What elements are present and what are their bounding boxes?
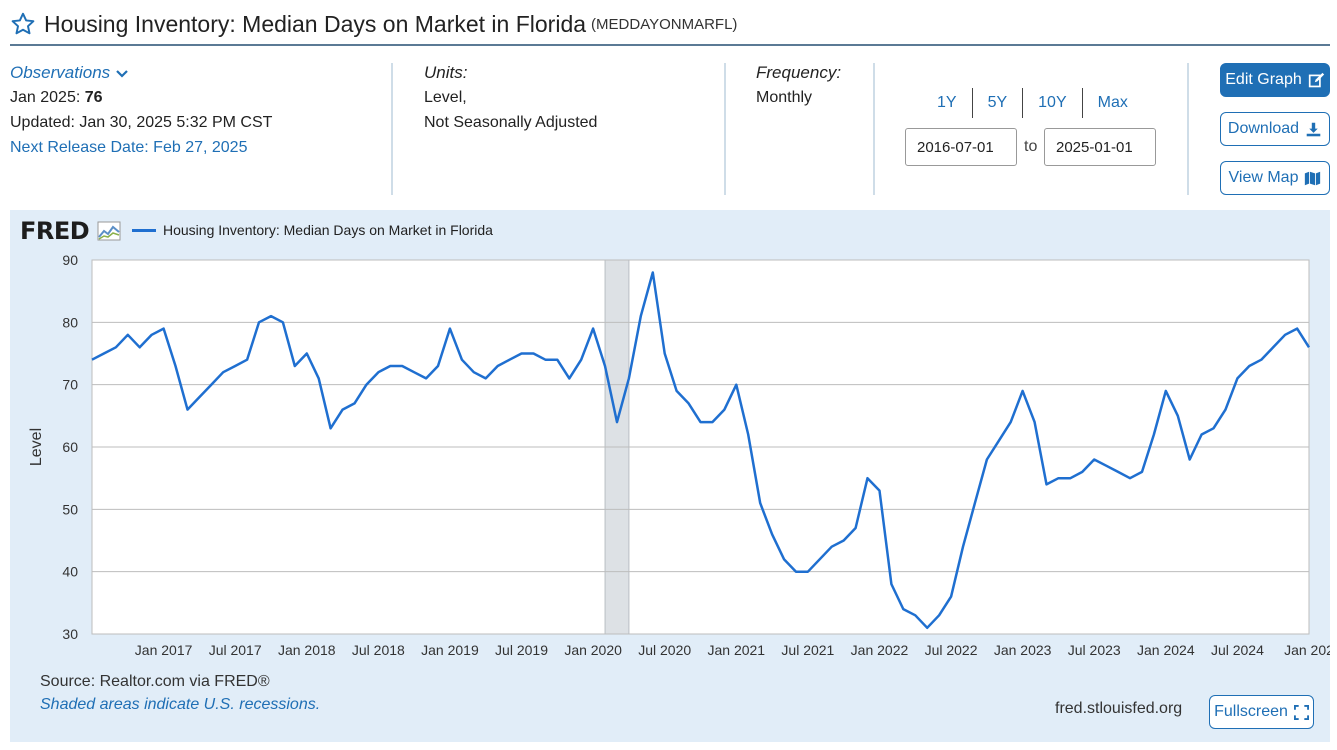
x-tick-label: Jan 2019	[421, 642, 479, 658]
line-chart[interactable]: 30 40 50 60 70 80 90 Jan 2017 Jul 2017 Jan 2018 Ju…	[10, 210, 1330, 670]
latest-value: 76	[84, 89, 103, 106]
x-tick-label: Jan 2018	[278, 642, 336, 658]
x-tick-label: Jan 202	[1284, 642, 1330, 658]
graph-panel: 30 40 50 60 70 80 90 Jan 2017 Jul 2017 Jan 2018 Ju…	[10, 210, 1330, 742]
units-value-2: Not Seasonally Adjusted	[424, 114, 598, 131]
x-tick-label: Jan 2021	[707, 642, 765, 658]
fred-chart-icon	[97, 221, 121, 241]
x-tick-label: Jul 2019	[495, 642, 548, 658]
x-tick-label: Jan 2023	[994, 642, 1052, 658]
range-buttons: 1Y 5Y 10Y Max	[922, 88, 1143, 118]
observations-panel: Observations Jan 2025: 76 Updated: Jan 3…	[10, 60, 272, 160]
page-title: Housing Inventory: Median Days on Market…	[44, 10, 587, 37]
range-max-button[interactable]: Max	[1081, 88, 1143, 118]
latest-date: Jan 2025:	[10, 89, 81, 106]
x-tick-label: Jan 2022	[851, 642, 909, 658]
range-1y-button[interactable]: 1Y	[937, 94, 957, 111]
x-tick-label: Jan 2020	[564, 642, 622, 658]
download-icon	[1306, 122, 1321, 136]
date-range-to: to	[1024, 138, 1038, 155]
fred-logo: FRED	[20, 217, 121, 245]
legend-swatch	[132, 228, 156, 232]
y-tick-label: 90	[62, 252, 78, 268]
meta-divider	[391, 63, 393, 195]
edit-graph-label: Edit Graph	[1225, 71, 1302, 88]
observations-toggle[interactable]: Observations	[10, 60, 272, 85]
x-tick-label: Jan 2017	[135, 642, 193, 658]
y-tick-label: 30	[62, 626, 78, 642]
series-line	[91, 271, 1311, 630]
x-tick-label: Jul 2024	[1211, 642, 1264, 658]
plot-border	[91, 259, 1310, 635]
meta-divider	[724, 63, 726, 195]
view-map-button[interactable]: View Map	[1220, 161, 1330, 195]
fullscreen-label: Fullscreen	[1214, 703, 1288, 720]
range-5y-button[interactable]: 5Y	[971, 88, 1023, 118]
y-axis-label: Level	[28, 428, 45, 466]
x-tick-label: Jul 2018	[352, 642, 405, 658]
page-header: Housing Inventory: Median Days on Market…	[10, 4, 1330, 44]
x-tick-label: Jul 2017	[209, 642, 262, 658]
fullscreen-button[interactable]: Fullscreen	[1209, 695, 1314, 729]
y-tick-label: 50	[62, 501, 78, 517]
units-panel: Units: Level, Not Seasonally Adjusted	[424, 60, 597, 135]
edit-graph-button[interactable]: Edit Graph	[1220, 63, 1330, 97]
meta-divider	[873, 63, 875, 195]
meta-divider	[1187, 63, 1189, 195]
fullscreen-icon	[1293, 704, 1309, 720]
frequency-label: Frequency:	[756, 63, 842, 82]
x-tick-label: Jul 2020	[638, 642, 691, 658]
edit-icon	[1308, 72, 1324, 87]
units-value-1: Level,	[424, 89, 467, 106]
source-text: Source: Realtor.com via FRED®	[40, 673, 270, 690]
fred-logo-text: FRED	[20, 217, 90, 245]
frequency-value: Monthly	[756, 89, 813, 106]
updated-text: Updated: Jan 30, 2025 5:32 PM CST	[10, 114, 273, 131]
x-tick-label: Jul 2023	[1068, 642, 1121, 658]
download-label: Download	[1227, 120, 1300, 137]
start-date-input[interactable]	[905, 128, 1017, 166]
y-tick-label: 80	[62, 314, 78, 330]
series-id: (MEDDAYONMARFL)	[591, 15, 738, 33]
header-divider	[10, 44, 1330, 46]
chevron-down-icon[interactable]	[115, 68, 129, 80]
x-tick-label: Jan 2024	[1137, 642, 1195, 658]
y-tick-label: 60	[62, 439, 78, 455]
view-map-label: View Map	[1228, 169, 1299, 186]
star-icon[interactable]	[10, 11, 36, 37]
site-url: fred.stlouisfed.org	[1055, 700, 1183, 717]
units-label: Units:	[424, 63, 468, 82]
latest-observation: Jan 2025: 76	[10, 85, 272, 110]
next-release-link[interactable]: Next Release Date: Feb 27, 2025	[10, 139, 248, 156]
end-date-input[interactable]	[1044, 128, 1156, 166]
y-tick-label: 70	[62, 377, 78, 393]
recession-note: Shaded areas indicate U.S. recessions.	[40, 696, 321, 713]
x-tick-label: Jul 2021	[781, 642, 834, 658]
legend-label: Housing Inventory: Median Days on Market…	[163, 222, 493, 238]
chart-legend: Housing Inventory: Median Days on Market…	[132, 222, 493, 238]
map-icon	[1305, 171, 1321, 185]
observations-label[interactable]: Observations	[10, 63, 111, 82]
range-10y-button[interactable]: 10Y	[1022, 88, 1081, 118]
download-button[interactable]: Download	[1220, 112, 1330, 146]
x-tick-label: Jul 2022	[925, 642, 978, 658]
y-tick-label: 40	[62, 564, 78, 580]
frequency-panel: Frequency: Monthly	[756, 60, 841, 110]
